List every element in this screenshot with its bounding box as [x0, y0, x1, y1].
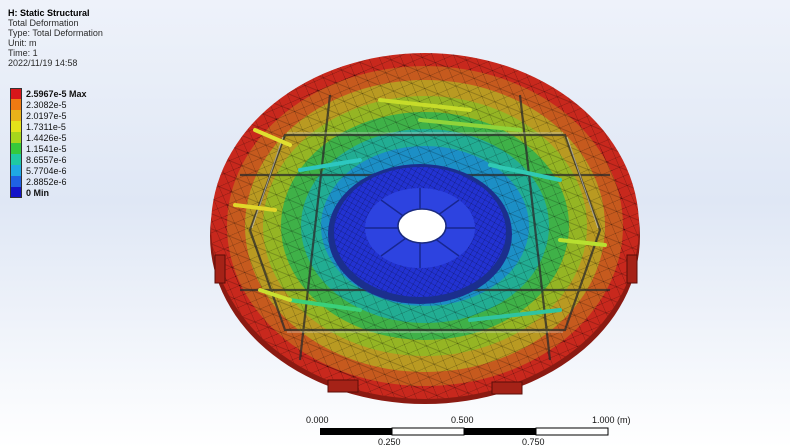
legend-value: 2.0197e-5: [26, 110, 67, 121]
legend-color-swatch: [10, 121, 22, 132]
legend-row[interactable]: 2.5967e-5 Max: [10, 88, 87, 99]
legend-value-label: 1.7311e-5: [26, 122, 66, 132]
legend-color-swatch: [10, 143, 22, 154]
rib-highlights: [251, 132, 599, 333]
legend-value: 5.7704e-6: [26, 165, 67, 176]
analysis-title: H: Static Structural: [8, 8, 90, 18]
legend-value-label: 2.8852e-6: [26, 177, 67, 187]
legend-color-swatch: [10, 88, 22, 99]
info-line-timestamp: 2022/11/19 14:58: [8, 58, 78, 68]
legend-value: 2.5967e-5: [26, 88, 67, 99]
legend-row[interactable]: 5.7704e-6: [10, 165, 87, 176]
info-line-result-name: Total Deformation: [8, 18, 79, 28]
result-info-panel: H: Static Structural Total Deformation T…: [8, 8, 103, 68]
legend-row[interactable]: 1.1541e-5: [10, 143, 87, 154]
legend-row[interactable]: 2.3082e-5: [10, 99, 87, 110]
legend-value-label: 2.0197e-5: [26, 111, 67, 121]
legend-color-swatch: [10, 187, 22, 198]
legend-row[interactable]: 1.7311e-5: [10, 121, 87, 132]
scale-label-0500: 0.500: [451, 415, 474, 425]
scale-label-0750: 0.750: [522, 437, 545, 447]
rim-tabs: [214, 254, 638, 395]
legend-value: 1.1541e-5: [26, 143, 67, 154]
legend-value-label: 1.1541e-5: [26, 144, 67, 154]
legend-extreme-tag: Max: [66, 88, 87, 99]
legend-value-label: 0 Min: [26, 188, 49, 198]
center-hole: [397, 208, 447, 244]
legend-row[interactable]: 0 Min: [10, 187, 87, 198]
legend-value: 2.3082e-5: [26, 99, 67, 110]
scale-label-0250: 0.250: [378, 437, 401, 447]
legend-color-swatch: [10, 110, 22, 121]
legend-row[interactable]: 2.8852e-6: [10, 176, 87, 187]
legend-row[interactable]: 8.6557e-6: [10, 154, 87, 165]
legend-color-swatch: [10, 154, 22, 165]
legend-value: 0: [26, 187, 32, 198]
scale-label-0: 0.000: [306, 415, 329, 425]
legend-value: 8.6557e-6: [26, 154, 67, 165]
legend-value-label: 1.4426e-5: [26, 133, 67, 143]
scale-label-1000: 1.000 (m): [592, 415, 631, 425]
legend-row[interactable]: 1.4426e-5: [10, 132, 87, 143]
contour-legend[interactable]: 2.5967e-5 Max 2.3082e-5 2.0197e-5 1.7311e-5…: [10, 88, 87, 198]
info-line-time: Time: 1: [8, 48, 38, 58]
info-line-type: Type: Total Deformation: [8, 28, 103, 38]
rib-contour-strokes: [233, 98, 607, 322]
legend-color-swatch: [10, 165, 22, 176]
legend-color-swatch: [10, 132, 22, 143]
legend-value-label: 8.6557e-6: [26, 155, 67, 165]
legend-value-label: 5.7704e-6: [26, 166, 67, 176]
legend-extreme-tag: Min: [31, 187, 50, 198]
legend-color-swatch: [10, 99, 22, 110]
legend-value-label: 2.5967e-5 Max: [26, 89, 87, 99]
legend-value-label: 2.3082e-5: [26, 100, 67, 110]
info-line-unit: Unit: m: [8, 38, 37, 48]
legend-row[interactable]: 2.0197e-5: [10, 110, 87, 121]
legend-color-swatch: [10, 176, 22, 187]
legend-value: 1.4426e-5: [26, 132, 67, 143]
legend-value: 1.7311e-5: [26, 121, 66, 132]
legend-value: 2.8852e-6: [26, 176, 67, 187]
